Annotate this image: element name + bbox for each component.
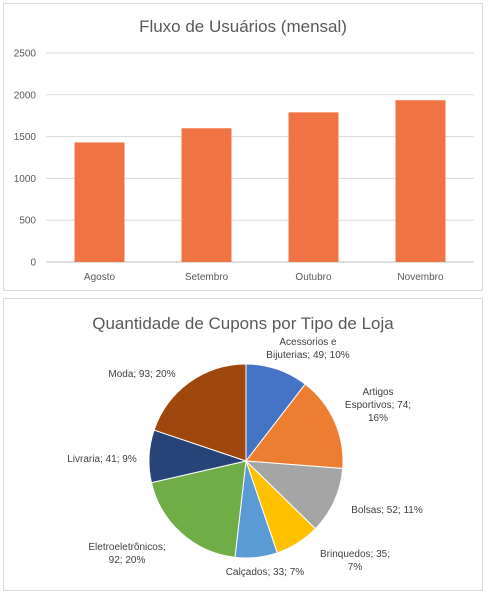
pie-label-line: Brinquedos; 35; bbox=[320, 549, 390, 560]
bar-outubro bbox=[288, 112, 339, 262]
pie-label-acessorios-e-bijuterias: Acessorios e Bijuterias; 49; 10% bbox=[266, 337, 349, 361]
pie-chart-panel: Quantidade de Cupons por Tipo de Loja Ac… bbox=[3, 298, 483, 591]
pie-label-line: 92; 20% bbox=[109, 555, 146, 566]
y-tick-label: 2000 bbox=[14, 90, 37, 101]
y-tick-label: 1000 bbox=[14, 174, 37, 185]
pie-label-line: Calçados; 33; 7% bbox=[226, 567, 304, 578]
pie-label-artigos-esportivos: Artigos Esportivos; 74; 16% bbox=[345, 387, 411, 424]
pie-label-eletroeletronicos: Eletroeletrônicos; 92; 20% bbox=[88, 542, 165, 566]
pie-label-line: Eletroeletrônicos; bbox=[88, 542, 165, 553]
pie-label-line: Acessorios e bbox=[279, 337, 337, 348]
x-tick-label: Novembro bbox=[397, 272, 444, 283]
x-tick-label: Setembro bbox=[185, 272, 229, 283]
pie-slice-moda bbox=[153, 363, 247, 462]
bar-chart-panel: Fluxo de Usuários (mensal) 0 500 1000 1500 2… bbox=[3, 3, 483, 291]
pie-slice-bolsas bbox=[244, 460, 344, 530]
pie-label-brinquedos: Brinquedos; 35; 7% bbox=[320, 549, 390, 573]
pie-label-line: Artigos bbox=[362, 387, 393, 398]
pie-label-moda: Moda; 93; 20% bbox=[108, 369, 175, 380]
pie-slice-artigos-esportivos bbox=[245, 383, 344, 469]
pie-label-line: Moda; 93; 20% bbox=[108, 369, 175, 380]
pie-label-line: Bolsas; 52; 11% bbox=[351, 505, 423, 516]
pie-chart-svg: Acessorios e Bijuterias; 49; 10% Artigos Es… bbox=[67, 337, 423, 578]
bar-novembro bbox=[395, 100, 446, 262]
bar-setembro bbox=[181, 128, 232, 262]
pie-label-bolsas: Bolsas; 52; 11% bbox=[351, 505, 423, 516]
y-tick-label: 500 bbox=[19, 216, 36, 227]
pie-slice-eletroeletronicos bbox=[150, 460, 247, 558]
x-tick-label: Outubro bbox=[295, 272, 332, 283]
pie-chart-title: Quantidade de Cupons por Tipo de Loja bbox=[92, 314, 394, 333]
y-tick-label: 1500 bbox=[14, 132, 37, 143]
y-tick-label: 2500 bbox=[14, 49, 37, 60]
pie-label-calcados: Calçados; 33; 7% bbox=[226, 567, 304, 578]
bar-chart-title: Fluxo de Usuários (mensal) bbox=[139, 17, 347, 36]
pie-label-line: Bijuterias; 49; 10% bbox=[266, 350, 349, 361]
pie-label-line: Esportivos; 74; bbox=[345, 400, 411, 411]
y-tick-label: 0 bbox=[30, 258, 36, 269]
pie-label-livraria: Livraria; 41; 9% bbox=[67, 454, 137, 465]
pie-label-line: 7% bbox=[348, 562, 363, 573]
x-tick-label: Agosto bbox=[84, 272, 116, 283]
pie-label-line: Livraria; 41; 9% bbox=[67, 454, 137, 465]
bar-agosto bbox=[74, 142, 125, 262]
pie-label-line: 16% bbox=[368, 413, 388, 424]
bar-chart-svg: 0 500 1000 1500 2000 2500 Agosto Setembro Outubr… bbox=[14, 49, 474, 283]
